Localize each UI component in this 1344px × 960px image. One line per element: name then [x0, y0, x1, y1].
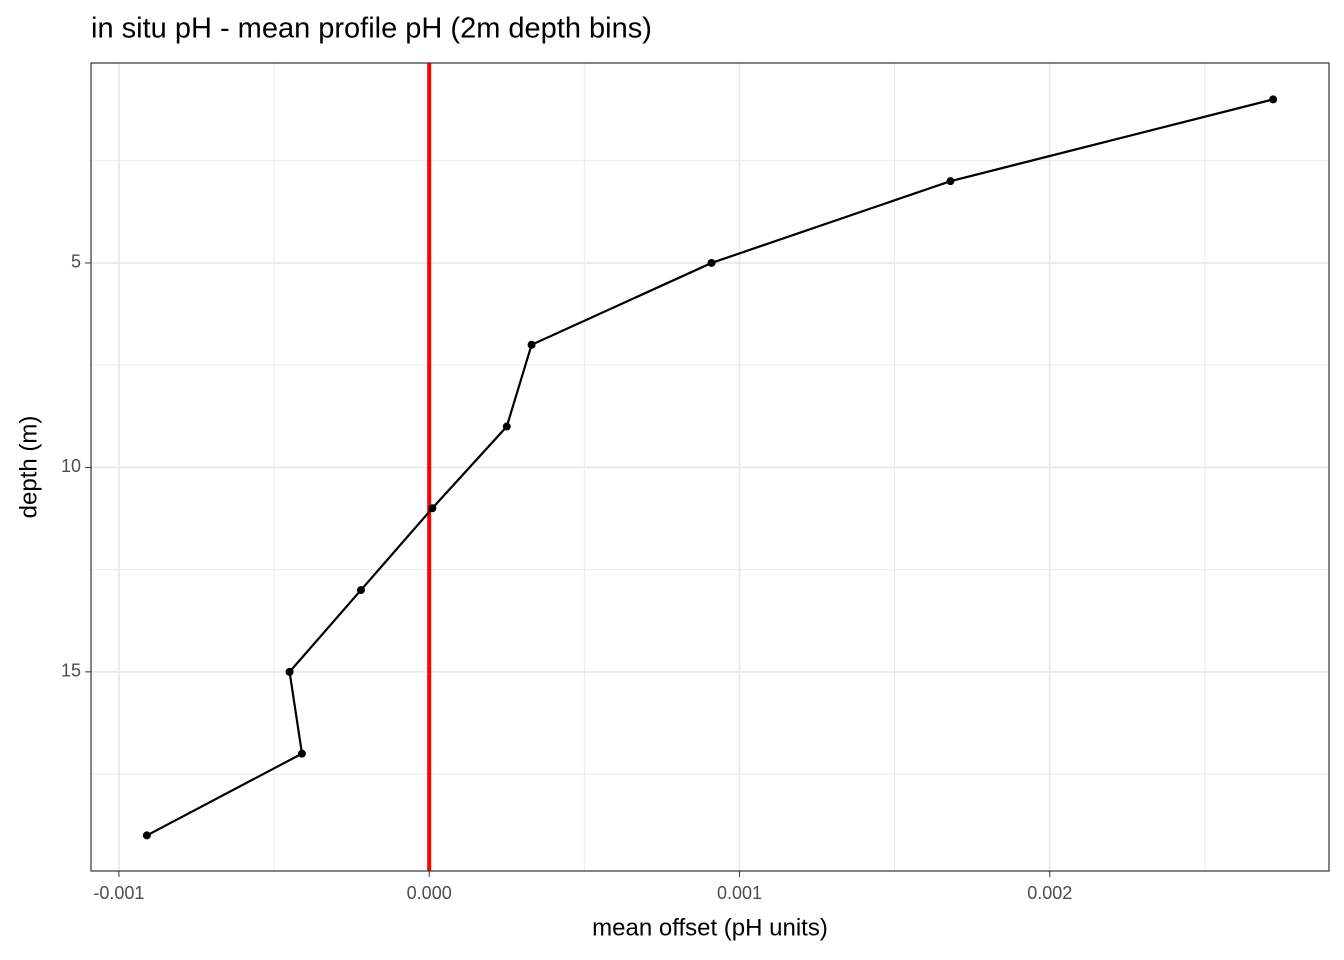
data-line [146, 98, 1274, 837]
x-tick-label: 0.001 [717, 883, 762, 903]
data-point [142, 831, 151, 840]
x-tick-label: -0.001 [93, 883, 144, 903]
plot-border [90, 62, 1330, 872]
y-tick-label: 15 [61, 661, 81, 681]
data-point [285, 667, 294, 676]
data-point [1269, 95, 1278, 104]
data-point [297, 749, 306, 758]
y-axis-label: depth (m) [15, 416, 42, 519]
data-point [527, 340, 536, 349]
data-point [707, 258, 716, 267]
y-tick-label: 5 [71, 252, 81, 272]
y-tick-label: 10 [61, 456, 81, 476]
x-axis-label: mean offset (pH units) [592, 914, 828, 941]
chart-title: in situ pH - mean profile pH (2m depth b… [91, 13, 652, 45]
data-point [502, 422, 511, 431]
x-tick-label: 0.002 [1027, 883, 1072, 903]
data-point [946, 177, 955, 186]
x-tick-label: 0.000 [407, 883, 452, 903]
data-point [356, 586, 365, 595]
data-point [428, 504, 437, 513]
